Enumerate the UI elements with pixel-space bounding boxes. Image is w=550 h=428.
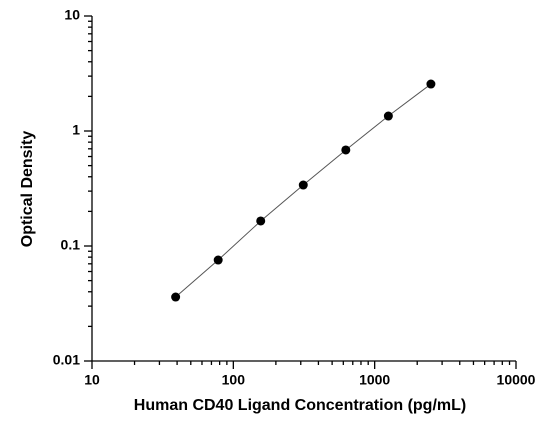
x-axis-label: Human CD40 Ligand Concentration (pg/mL): [134, 397, 466, 414]
y-tick-label: 10: [64, 7, 80, 23]
data-point: [341, 145, 351, 155]
x-tick-label: 1000: [359, 372, 390, 388]
data-point: [383, 111, 393, 121]
data-point: [213, 255, 223, 265]
y-tick-label: 1: [72, 122, 80, 138]
x-tick-label: 10: [84, 372, 100, 388]
x-tick-label: 100: [222, 372, 246, 388]
x-tick-label: 10000: [497, 372, 536, 388]
data-point: [171, 292, 181, 302]
data-point: [426, 79, 436, 89]
data-point: [256, 216, 266, 226]
y-tick-label: 0.01: [53, 352, 80, 368]
data-point: [298, 180, 308, 190]
y-tick-label: 0.1: [61, 237, 81, 253]
y-axis-label: Optical Density: [19, 131, 36, 248]
